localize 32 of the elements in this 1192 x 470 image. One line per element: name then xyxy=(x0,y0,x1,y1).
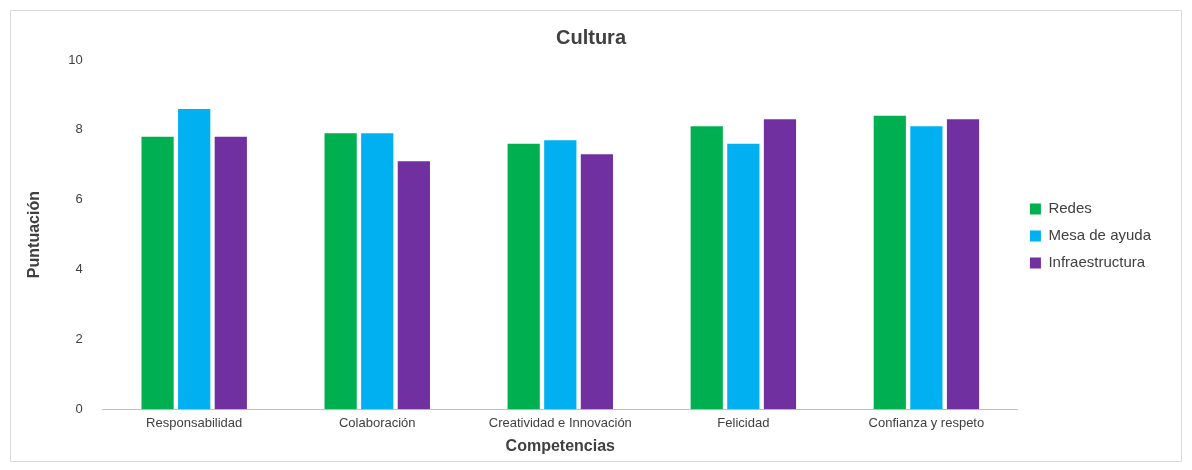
y-tick-label: 8 xyxy=(75,121,83,137)
y-tick-label: 4 xyxy=(75,261,83,277)
legend-label: Mesa de ayuda xyxy=(1048,226,1152,244)
y-tick-label: 6 xyxy=(75,191,83,207)
bar xyxy=(141,136,174,410)
bar xyxy=(397,161,430,410)
y-axis-title: Puntuación xyxy=(25,191,43,279)
bar xyxy=(690,126,723,410)
x-tick-label: Felicidad xyxy=(717,414,770,430)
bar xyxy=(580,154,614,410)
y-tick-label: 2 xyxy=(75,330,83,346)
chart-title: Cultura xyxy=(556,25,627,48)
bar xyxy=(544,140,577,410)
bar xyxy=(910,126,943,410)
legend-label: Redes xyxy=(1048,199,1092,217)
bar xyxy=(178,108,211,410)
bar xyxy=(763,119,797,410)
x-tick-label: Responsabilidad xyxy=(146,414,243,430)
legend-label: Infraestructura xyxy=(1048,253,1146,271)
bar xyxy=(214,136,247,410)
x-tick-label: Confianza y respeto xyxy=(868,414,985,430)
bar xyxy=(873,115,906,410)
x-axis-title: Competencias xyxy=(505,436,616,454)
bar xyxy=(361,133,394,410)
y-tick-label: 0 xyxy=(75,400,83,416)
bar xyxy=(507,143,540,410)
bar xyxy=(727,143,760,410)
x-tick-label: Creatividad e Innovación xyxy=(488,414,632,430)
bar xyxy=(946,119,980,410)
x-tick-label: Colaboración xyxy=(338,414,416,430)
y-tick-label: 10 xyxy=(68,51,83,67)
bar xyxy=(324,133,357,410)
